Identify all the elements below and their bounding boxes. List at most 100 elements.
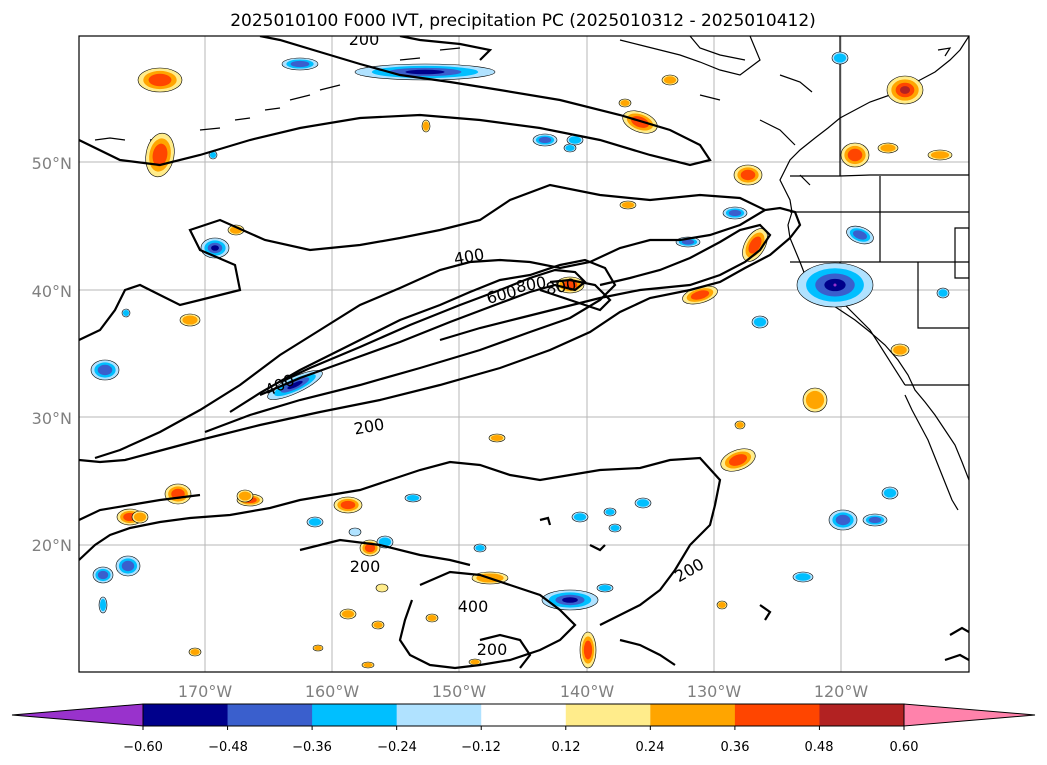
precip-blob-ring	[681, 239, 695, 245]
precip-blob	[862, 513, 888, 527]
precip-blob	[846, 225, 874, 245]
precip-blob	[137, 67, 183, 93]
precip-blob	[208, 150, 218, 160]
lat-label-20n: 20°N	[32, 536, 72, 555]
precip-blob-ring	[348, 527, 362, 537]
coastline-segment	[689, 36, 746, 61]
precip-blob-ring	[883, 488, 897, 498]
precip-blob	[339, 608, 357, 620]
precip-blob	[661, 74, 679, 86]
colorbar-extend-low	[11, 703, 144, 727]
precip-blob-ring	[122, 309, 130, 317]
precip-blob	[312, 644, 324, 652]
precip-blob	[236, 489, 254, 503]
colorbar-segment	[734, 704, 820, 726]
precip-blob-ring	[753, 317, 767, 327]
precip-blob-ring	[287, 380, 303, 390]
precip-blob	[608, 523, 622, 533]
precip-blob-ring	[565, 144, 575, 152]
ivt-contour-line	[79, 206, 802, 464]
precip-blob-ring	[728, 209, 742, 217]
precip-blob-ring	[378, 537, 392, 547]
coastline-segment	[954, 227, 969, 279]
ivt-contour-line	[398, 570, 577, 670]
coastline-segment	[234, 117, 251, 121]
precip-blob	[306, 516, 324, 528]
coastline-segment	[779, 74, 813, 93]
precip-blob-ring	[598, 584, 612, 592]
precip-blob	[734, 420, 746, 430]
precip-blob-ring	[148, 73, 172, 87]
precip-blob	[404, 493, 422, 503]
coastlines	[94, 36, 969, 511]
precip-blob	[828, 509, 858, 531]
precip-blob-ring	[373, 621, 383, 629]
precip-blob	[371, 620, 385, 630]
precip-blob-ring	[475, 544, 485, 552]
precip-blob-ring	[97, 364, 113, 376]
colorbar-label-2: −0.48	[208, 740, 248, 755]
precip-blob	[121, 308, 131, 318]
precip-blob-ring	[406, 494, 420, 502]
precip-blob-ring	[805, 390, 825, 410]
precip-blob	[131, 510, 149, 524]
precip-blob-ring	[833, 283, 837, 287]
colorbar-label-10: 0.60	[890, 740, 919, 755]
precip-blob-ring	[190, 648, 200, 656]
precip-blob	[421, 119, 431, 133]
coastline-segment	[439, 47, 461, 51]
lon-label-140w: 140°W	[560, 682, 615, 701]
ivt-contour-label: 200	[477, 640, 508, 659]
ivt-contour-line	[79, 456, 722, 626]
precip-blob-ring	[621, 201, 635, 209]
map-frame	[78, 35, 970, 673]
precip-blob	[792, 571, 814, 583]
precip-blob-ring	[868, 516, 882, 524]
ivt-contour-line	[399, 36, 493, 61]
lat-label-50n: 50°N	[32, 154, 72, 173]
coastline-segment	[699, 94, 721, 101]
figure-title: 2025010100 F000 IVT, precipitation PC (2…	[230, 11, 816, 31]
colorbar-label-9: 0.48	[805, 740, 834, 755]
precip-blob	[840, 142, 870, 168]
precip-blob	[164, 483, 192, 505]
precip-blob	[890, 343, 910, 357]
precip-blob-ring	[211, 245, 219, 251]
colorbar	[11, 703, 1036, 730]
precip-blob	[596, 583, 614, 593]
precip-blob-ring	[340, 500, 356, 510]
precip-blob-ring	[736, 421, 744, 429]
coastline-segment	[289, 94, 311, 101]
coastline-segment	[619, 36, 761, 76]
precip-blob-ring	[470, 659, 480, 665]
precip-blob-ring	[308, 518, 322, 526]
coastline-segment	[94, 137, 126, 141]
precip-blob-ring	[636, 499, 650, 507]
precip-blob	[188, 647, 202, 657]
ivt-contour-line	[589, 544, 606, 552]
precip-blob	[619, 200, 637, 210]
ivt-contour-line	[299, 538, 471, 567]
ivt-contour-line	[204, 258, 617, 434]
precip-blob-ring	[847, 148, 863, 162]
precip-blob-ring	[290, 60, 310, 68]
coastline-segment	[790, 36, 969, 177]
precip-blob-ring	[133, 512, 147, 522]
colorbar-segment	[143, 704, 229, 726]
precip-blob	[179, 313, 201, 327]
ivt-contour-line	[79, 493, 201, 521]
coastline-segment	[917, 262, 969, 329]
precip-blob	[468, 658, 482, 666]
longitude-labels: 170°W 160°W 150°W 140°W 130°W 120°W	[178, 682, 869, 701]
coastline-segment	[799, 174, 811, 186]
precip-blob	[541, 589, 599, 611]
ivt-contour-label: 400	[458, 597, 489, 616]
precip-blob-ring	[97, 570, 109, 580]
precip-blob-ring	[490, 434, 504, 442]
ivt-contour-line	[944, 653, 969, 662]
precip-blob-ring	[740, 169, 756, 181]
precip-blob-ring	[341, 610, 355, 618]
lat-label-30n: 30°N	[32, 409, 72, 428]
precip-blob	[716, 600, 728, 610]
